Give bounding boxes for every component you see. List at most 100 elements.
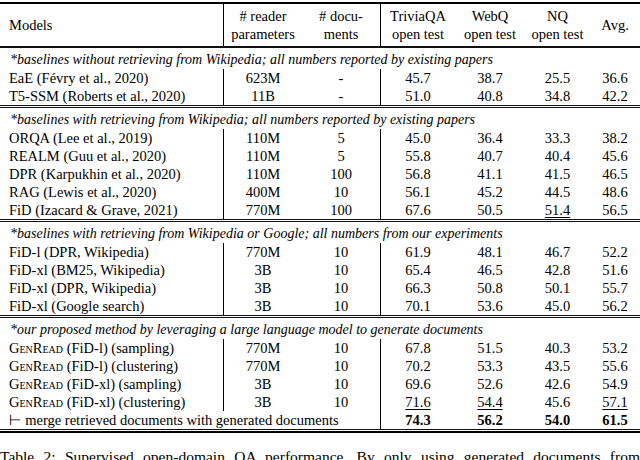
- cell-nq: 33.3: [525, 129, 590, 147]
- section-header: *baselines with retrieving from Wikipedi…: [0, 108, 640, 129]
- cell-params: 770M: [223, 357, 302, 375]
- cell-docs: 10: [302, 393, 380, 411]
- cell-avg: 54.9: [590, 375, 640, 393]
- paper-page: Models # readerparameters# docu-mentsTri…: [0, 2, 640, 460]
- table-row: RAG (Lewis et al., 2020)400M1056.145.244…: [0, 183, 640, 201]
- cell-triviaqa: 67.6: [380, 201, 455, 219]
- model-name: REALM (Guu et al., 2020): [0, 148, 223, 165]
- table-row: FiD (Izacard & Grave, 2021)770M10067.650…: [0, 201, 640, 219]
- cell-params: 110M: [223, 147, 302, 165]
- cell-nq: 44.5: [525, 183, 590, 201]
- cell-avg: 57.1: [590, 393, 640, 411]
- cell-params: 110M: [223, 129, 302, 147]
- table-row: T5-SSM (Roberts et al., 2020)11B-51.040.…: [0, 87, 640, 105]
- cell-nq: 45.0: [525, 297, 590, 315]
- cell-docs: 10: [302, 183, 380, 201]
- cell-params: 110M: [223, 165, 302, 183]
- cell-triviaqa: 74.3: [380, 411, 455, 429]
- cell-triviaqa: 51.0: [380, 87, 455, 105]
- table-row: GenRead (FiD-xl) (sampling)3B1069.652.64…: [0, 375, 640, 393]
- column-header: NQopen test: [525, 4, 590, 46]
- model-name: FiD-xl (Google search): [0, 298, 223, 315]
- cell-webq: 53.6: [455, 297, 525, 315]
- model-name: GenRead (FiD-xl) (sampling): [0, 376, 223, 393]
- cell-webq: 45.2: [455, 183, 525, 201]
- table-row: GenRead (FiD-l) (clustering)770M1070.253…: [0, 357, 640, 375]
- results-table: *baselines without retrieving from Wikip…: [0, 46, 640, 433]
- cell-webq: 46.5: [455, 261, 525, 279]
- cell-docs: 5: [302, 129, 380, 147]
- cell-params: 770M: [223, 201, 302, 219]
- table-row: DPR (Karpukhin et al., 2020)110M10056.84…: [0, 165, 640, 183]
- cell-webq: 40.7: [455, 147, 525, 165]
- model-name: GenRead (FiD-l) (sampling): [0, 340, 223, 357]
- cell-nq: 54.0: [525, 411, 590, 429]
- cell-docs: 10: [302, 297, 380, 315]
- column-header: TriviaQAopen test: [380, 4, 455, 46]
- cell-docs: 10: [302, 279, 380, 297]
- cell-docs: 5: [302, 147, 380, 165]
- cell-triviaqa: 61.9: [380, 243, 455, 261]
- cell-docs: -: [302, 69, 380, 87]
- cell-webq: 52.6: [455, 375, 525, 393]
- table-bottom-rule: [0, 429, 640, 433]
- cell-avg: 42.2: [590, 87, 640, 105]
- cell-nq: 45.6: [525, 393, 590, 411]
- model-name: EaE (Févry et al., 2020): [0, 70, 223, 87]
- cell-docs: 100: [302, 201, 380, 219]
- cell-triviaqa: 56.8: [380, 165, 455, 183]
- table-row: FiD-xl (Google search)3B1070.153.645.056…: [0, 297, 640, 315]
- cell-webq: 54.4: [455, 393, 525, 411]
- model-name: GenRead (FiD-l) (clustering): [0, 358, 223, 375]
- column-header: Avg.: [590, 4, 640, 46]
- cell-docs: 10: [302, 375, 380, 393]
- cell-docs: 10: [302, 261, 380, 279]
- cell-params: 3B: [223, 279, 302, 297]
- cell-avg: 56.5: [590, 201, 640, 219]
- cell-docs: 100: [302, 165, 380, 183]
- cell-webq: 38.7: [455, 69, 525, 87]
- cell-nq: 42.6: [525, 375, 590, 393]
- cell-avg: 45.6: [590, 147, 640, 165]
- cell-triviaqa: 45.7: [380, 69, 455, 87]
- cell-params: 3B: [223, 261, 302, 279]
- cell-avg: 53.2: [590, 339, 640, 357]
- cell-triviaqa: 67.8: [380, 339, 455, 357]
- cell-docs: 10: [302, 339, 380, 357]
- cell-nq: 43.5: [525, 357, 590, 375]
- cell-triviaqa: 56.1: [380, 183, 455, 201]
- cell-avg: 36.6: [590, 69, 640, 87]
- cell-webq: 36.4: [455, 129, 525, 147]
- cell-docs: -: [302, 87, 380, 105]
- table-row: REALM (Guu et al., 2020)110M555.840.740.…: [0, 147, 640, 165]
- model-name: RAG (Lewis et al., 2020): [0, 184, 223, 201]
- cell-triviaqa: 66.3: [380, 279, 455, 297]
- cell-params: 3B: [223, 297, 302, 315]
- table-row: EaE (Févry et al., 2020)623M-45.738.725.…: [0, 69, 640, 87]
- cell-params: 623M: [223, 69, 302, 87]
- cell-avg: 48.6: [590, 183, 640, 201]
- table-row: GenRead (FiD-l) (sampling)770M1067.851.5…: [0, 339, 640, 357]
- model-name: FiD-xl (BM25, Wikipedia): [0, 262, 223, 279]
- model-name: FiD (Izacard & Grave, 2021): [0, 202, 223, 219]
- section-header: *baselines with retrieving from Wikipedi…: [0, 222, 640, 243]
- cell-webq: 50.5: [455, 201, 525, 219]
- table-row: FiD-l (DPR, Wikipedia)770M1061.948.146.7…: [0, 243, 640, 261]
- model-name: ORQA (Lee et al., 2019): [0, 130, 223, 147]
- cell-params: 3B: [223, 393, 302, 411]
- cell-nq: 50.1: [525, 279, 590, 297]
- cell-webq: 41.1: [455, 165, 525, 183]
- cell-webq: 50.8: [455, 279, 525, 297]
- model-name: GenRead (FiD-xl) (clustering): [0, 394, 223, 411]
- cell-nq: 40.4: [525, 147, 590, 165]
- cell-nq: 46.7: [525, 243, 590, 261]
- table-row: FiD-xl (BM25, Wikipedia)3B1065.446.542.8…: [0, 261, 640, 279]
- cell-avg: 38.2: [590, 129, 640, 147]
- cell-avg: 61.5: [590, 411, 640, 429]
- table-row: GenRead (FiD-xl) (clustering)3B1071.654.…: [0, 393, 640, 411]
- table-row: FiD-xl (DPR, Wikipedia)3B1066.350.850.15…: [0, 279, 640, 297]
- cell-docs: 10: [302, 357, 380, 375]
- cell-avg: 56.2: [590, 297, 640, 315]
- column-header: WebQopen test: [455, 4, 525, 46]
- model-name: DPR (Karpukhin et al., 2020): [0, 166, 223, 183]
